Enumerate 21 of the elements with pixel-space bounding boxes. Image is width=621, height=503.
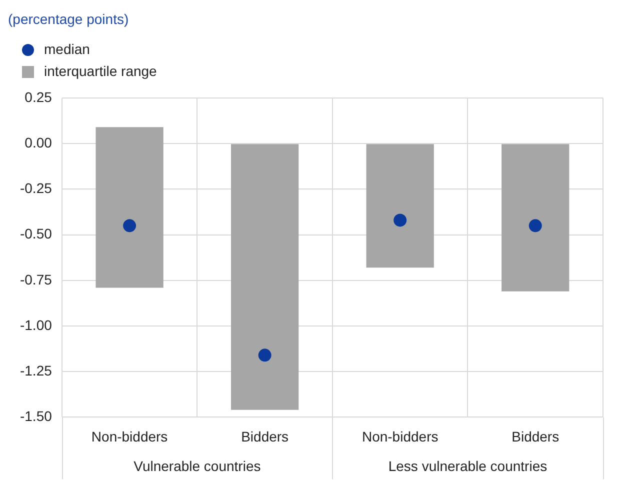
y-tick-label: -1.50 [20,408,52,424]
y-tick-label: 0.00 [24,134,52,150]
y-tick-label: -0.25 [20,180,52,196]
point [123,219,136,232]
x-tick-label: Non-bidders [362,428,438,444]
x-tick-label: Bidders [241,428,289,444]
point [528,219,542,232]
legend-label: median [44,40,90,57]
text: Vulnerable countries [134,458,261,474]
y-axis-title: (percentage points) [8,10,129,27]
y-tick-label: -0.75 [20,271,52,288]
y-tick-label: -1.25 [20,362,52,378]
y-tick-label: -0.50 [20,226,52,242]
point [258,348,272,362]
legend-label: interquartile range [44,62,158,79]
y-tick-label: 0.25 [24,88,52,105]
y-tick-label: -1.00 [20,316,52,333]
x-tick-label: Bidders [512,428,560,444]
point [394,214,407,227]
text: Less vulnerable countries [388,458,548,474]
x-tick-label: Non-bidders [91,428,168,444]
